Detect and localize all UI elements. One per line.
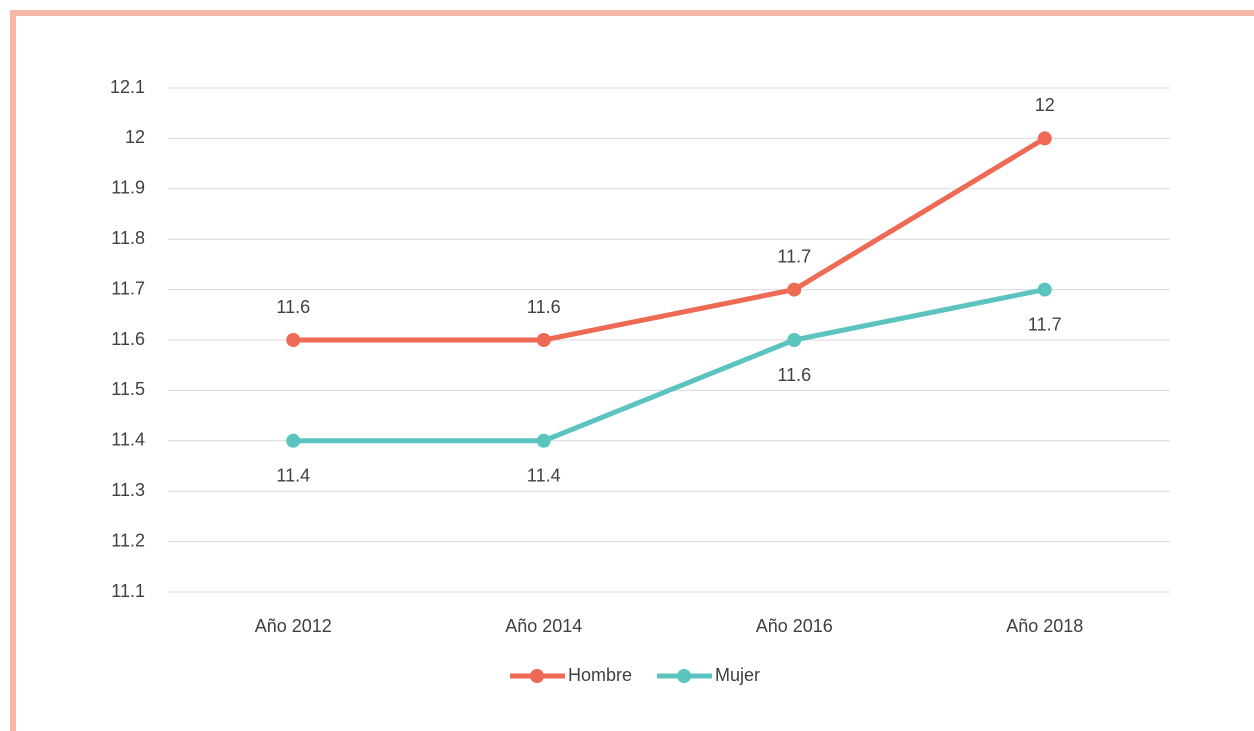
- legend-marker: [530, 669, 544, 683]
- data-point: [536, 433, 551, 448]
- series-line: [293, 287, 1046, 444]
- x-tick-label: Año 2012: [255, 616, 332, 636]
- x-tick-label: Año 2016: [756, 616, 833, 636]
- y-tick-label: 11.4: [111, 430, 145, 450]
- data-point: [1037, 131, 1052, 146]
- data-label: 11.7: [777, 246, 811, 266]
- data-label: 11.6: [777, 365, 811, 385]
- data-point: [787, 333, 802, 347]
- y-tick-label: 11.8: [111, 228, 145, 248]
- y-tick-label: 11.9: [111, 178, 145, 198]
- data-label: 11.7: [1028, 314, 1062, 334]
- y-tick-label: 12: [125, 127, 145, 147]
- y-tick-label: 11.5: [111, 379, 145, 399]
- data-point: [286, 433, 301, 448]
- y-tick-label: 12.1: [110, 77, 145, 97]
- data-point: [536, 333, 551, 347]
- y-tick-label: 11.1: [111, 581, 145, 601]
- data-point: [1037, 282, 1052, 297]
- data-label: 11.6: [276, 297, 310, 317]
- x-tick-label: Año 2018: [1006, 616, 1083, 636]
- y-tick-label: 11.6: [111, 329, 145, 349]
- data-label: 11.4: [527, 466, 561, 486]
- y-tick-label: 11.7: [111, 278, 145, 298]
- data-label: 11.6: [527, 297, 561, 317]
- data-label: 11.4: [276, 466, 310, 486]
- x-tick-label: Año 2014: [505, 616, 582, 636]
- data-point: [787, 282, 802, 297]
- legend-label: Mujer: [715, 665, 760, 685]
- data-label: 12: [1035, 95, 1055, 115]
- data-point: [286, 333, 301, 347]
- series-line: [293, 136, 1047, 343]
- y-tick-label: 11.2: [111, 530, 145, 550]
- legend-marker: [677, 669, 692, 683]
- y-tick-label: 11.3: [111, 480, 145, 500]
- legend-label: Hombre: [568, 665, 632, 685]
